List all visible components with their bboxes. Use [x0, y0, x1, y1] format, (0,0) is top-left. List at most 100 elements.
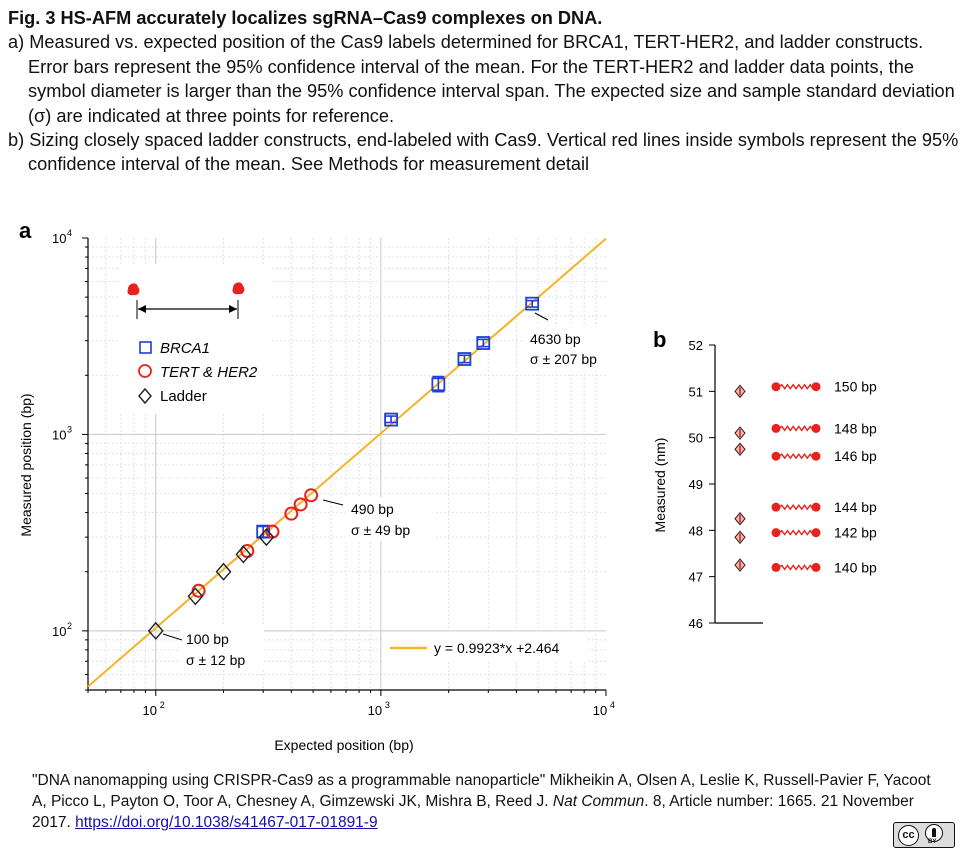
annotation-100-sigma: σ ± 12 bp — [186, 652, 245, 668]
legend-arrow-right-head — [229, 305, 237, 313]
cas9-right-icon — [811, 562, 821, 572]
tert-her2-point — [304, 488, 319, 503]
legend-tert-marker — [138, 364, 152, 378]
panel-b-marks: 150 bp 148 bp 146 bp 144 bp 142 bp 140 bp — [734, 379, 877, 575]
ladder-point — [258, 528, 275, 547]
figure-caption: Fig. 3 HS-AFM accurately localizes sgRNA… — [8, 6, 968, 177]
source-text: "DNA nanomapping using CRISPR-Cas9 as a … — [32, 772, 931, 810]
cc-by-label: BY — [928, 839, 937, 845]
fit-line — [87, 237, 607, 688]
dna-strand-icon — [778, 564, 814, 571]
y-tick-exponent: 3 — [67, 424, 72, 434]
cc-icon: cc — [898, 825, 919, 846]
caption-paragraph-b: b) Sizing closely spaced ladder construc… — [8, 130, 959, 175]
annotation-490-leader — [322, 499, 344, 506]
panel-a-y-axis-label: Measured position (bp) — [18, 393, 34, 536]
annotation-100-leader — [162, 633, 183, 641]
panel-b-y-tick-label: 50 — [689, 431, 703, 446]
annotation-490-bp: 490 bp — [351, 501, 394, 517]
panel-b-y-axis-label: Measured (nm) — [652, 438, 668, 533]
annotation-490: 490 bp σ ± 49 bp — [322, 497, 433, 541]
caption-paragraph-a: a) Measured vs. expected position of the… — [8, 32, 955, 126]
cas9-right-icon — [811, 382, 821, 392]
brca1-point — [431, 377, 446, 392]
y-tick-exponent: 4 — [67, 228, 72, 238]
annotation-4630-box — [523, 327, 623, 371]
legend-cas9-right-icon — [232, 282, 245, 295]
tert-her2-point — [284, 506, 299, 521]
panel-a-marks — [147, 296, 540, 640]
legend-box — [118, 264, 271, 414]
fit-legend-label: y = 0.9923*x +2.464 — [434, 640, 560, 656]
cas9-left-icon — [771, 528, 781, 538]
ladder-point — [215, 562, 232, 581]
annotation-4630-sigma: σ ± 207 bp — [530, 351, 597, 367]
cas9-left-icon — [771, 562, 781, 572]
legend-ladder-label: Ladder — [160, 388, 207, 405]
dna-strand-icon — [778, 529, 814, 536]
attribution-person-icon — [925, 824, 943, 842]
cas9-right-icon — [811, 423, 821, 433]
legend-brca1-label: BRCA1 — [160, 340, 210, 357]
ladder-point — [147, 621, 164, 640]
x-tick-exponent: 2 — [160, 700, 165, 710]
annotation-4630-leader — [534, 312, 549, 321]
ladder-point — [235, 545, 252, 564]
cas9-left-icon — [771, 502, 781, 512]
legend-cas9-left-icon — [127, 283, 140, 296]
annotation-100: 100 bp σ ± 12 bp — [162, 626, 264, 670]
cas9-left-icon — [771, 451, 781, 461]
annotation-100-bp: 100 bp — [186, 631, 229, 647]
cas9-right-icon — [811, 451, 821, 461]
legend-tert-label: TERT & HER2 — [160, 364, 258, 381]
annotation-490-box — [345, 497, 433, 541]
annotation-4630-bp: 4630 bp — [530, 331, 581, 347]
tert-her2-point — [293, 497, 308, 512]
brca1-point — [476, 336, 491, 350]
x-tick-exponent: 4 — [610, 700, 615, 710]
panel-a-ticks: 10 2 10 3 10 410 210 310 4 — [52, 228, 615, 718]
y-tick-label: 10 — [52, 231, 66, 246]
dna-strand-icon — [778, 503, 814, 511]
legend-arrow-left-head — [138, 305, 146, 313]
brca1-point — [525, 296, 540, 311]
brca1-point — [457, 352, 472, 366]
figure-svg: a b 10 2 10 3 10 410 210 310 4 BRCA1 TERT & HER2… — [18, 218, 877, 753]
construct-length-label: 140 bp — [834, 559, 877, 575]
construct-length-label: 144 bp — [834, 499, 877, 515]
caption-title: Fig. 3 HS-AFM accurately localizes sgRNA… — [8, 8, 603, 28]
legend-brca1-marker — [139, 341, 152, 354]
dna-strand-icon — [778, 425, 814, 432]
fit-legend: y = 0.9923*x +2.464 — [382, 634, 588, 662]
panel-b-ticks: 46 47 48 49 50 51 52 — [689, 338, 715, 631]
panel-b-y-tick-label: 49 — [689, 477, 703, 492]
annotation-4630: 4630 bp σ ± 207 bp — [523, 312, 623, 371]
x-tick-label: 10 — [368, 703, 382, 718]
panel-b-y-tick-label: 47 — [689, 570, 703, 585]
legend-ladder-marker — [138, 387, 152, 405]
x-tick-exponent: 3 — [385, 700, 390, 710]
panel-a-grid — [87, 238, 606, 691]
construct-length-label: 146 bp — [834, 448, 877, 464]
annotation-100-box — [180, 626, 264, 670]
cas9-left-icon — [771, 423, 781, 433]
panel-b-y-tick-label: 48 — [689, 523, 703, 538]
panel-label-a: a — [19, 218, 32, 243]
annotation-490-sigma: σ ± 49 bp — [351, 522, 410, 538]
panel-label-b: b — [653, 327, 666, 352]
ladder-point — [187, 587, 204, 606]
construct-length-label: 142 bp — [834, 525, 877, 541]
construct-length-label: 150 bp — [834, 379, 877, 395]
x-tick-label: 10 — [143, 703, 157, 718]
panel-a-x-axis-label: Expected position (bp) — [274, 737, 413, 753]
doi-link[interactable]: https://doi.org/10.1038/s41467-017-01891… — [75, 814, 378, 831]
dna-strand-icon — [778, 452, 814, 460]
y-tick-exponent: 2 — [67, 621, 72, 631]
cc-license-badge[interactable]: cc BY — [893, 822, 955, 848]
cas9-right-icon — [811, 528, 821, 538]
panel-b-y-tick-label: 51 — [689, 384, 703, 399]
source-journal: Nat Commun — [552, 793, 645, 810]
construct-length-label: 148 bp — [834, 420, 877, 436]
panel-b-y-tick-label: 46 — [689, 616, 703, 631]
brca1-point — [384, 412, 398, 427]
